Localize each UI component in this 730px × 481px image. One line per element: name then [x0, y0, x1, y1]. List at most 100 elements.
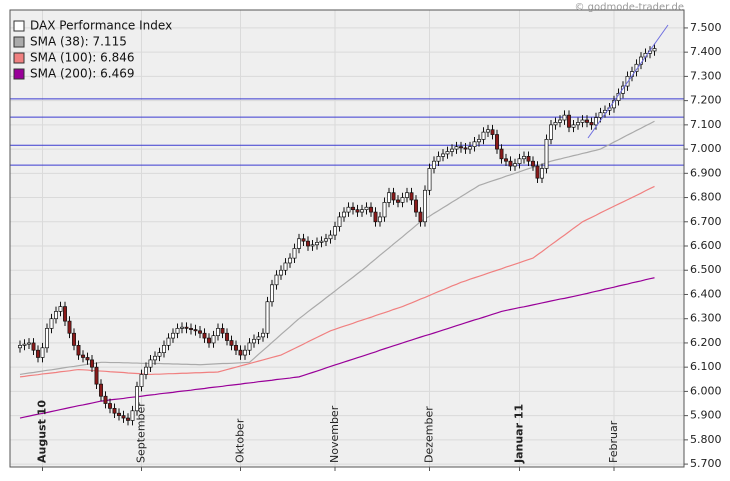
y-tick-label: 7.400 [690, 45, 722, 58]
y-tick-label: 6.900 [690, 166, 722, 179]
legend-label: DAX Performance Index [30, 19, 172, 33]
candle-body [391, 192, 396, 201]
candle-body [463, 147, 468, 150]
legend-swatch [13, 36, 25, 48]
candle-body [522, 156, 526, 160]
candle-body [76, 345, 81, 356]
candle-body [112, 408, 117, 414]
x-tick-label: Dezember [423, 406, 436, 463]
candle-body [171, 332, 175, 339]
candle-body [333, 226, 337, 236]
candle-body [54, 311, 58, 320]
candle-body [148, 359, 153, 368]
candle-body [301, 238, 306, 242]
y-tick-label: 6.000 [690, 384, 722, 397]
candle-body [279, 269, 283, 276]
y-tick-label: 6.200 [690, 336, 722, 349]
candle-body [495, 134, 499, 150]
y-tick-label: 6.500 [690, 263, 722, 276]
candle-body [580, 119, 585, 123]
candle-body [400, 197, 405, 203]
candle-body [193, 329, 198, 332]
legend: DAX Performance Index SMA (38): 7.115 SMA … [13, 19, 172, 81]
candle-body [477, 139, 481, 143]
candle-body [360, 209, 364, 213]
sma-line [19, 185, 655, 378]
legend-swatch [13, 68, 25, 80]
candle-body [139, 374, 144, 387]
candle-body [342, 211, 346, 218]
candle-body [621, 85, 625, 94]
legend-label: SMA (38): 7.115 [30, 35, 127, 49]
candle-body [265, 301, 270, 334]
y-tick-label: 5.800 [690, 433, 722, 446]
candle-body [270, 284, 274, 303]
candle-body [454, 146, 459, 150]
legend-swatch [13, 20, 25, 32]
y-tick-label: 6.800 [690, 191, 722, 204]
candle-body [526, 156, 531, 162]
y-tick-label: 7.100 [690, 118, 722, 131]
legend-label: SMA (100): 6.846 [30, 51, 134, 65]
candle-body [625, 76, 630, 87]
candle-body [652, 48, 657, 52]
candle-body [72, 332, 76, 346]
y-tick-label: 7.000 [690, 142, 722, 155]
candle-body [423, 189, 427, 223]
candle-body [45, 328, 49, 349]
candle-body [576, 122, 580, 126]
candle-body [256, 336, 261, 340]
candle-body [297, 238, 301, 249]
candle-body [414, 199, 418, 213]
candle-body [562, 114, 567, 121]
candle-body [531, 160, 535, 167]
candle-body [436, 156, 441, 162]
candle-body [396, 199, 400, 203]
candle-body [216, 328, 220, 337]
candle-body [459, 146, 463, 149]
candle-body [324, 238, 328, 242]
sma-line [19, 120, 655, 376]
candle-body [211, 335, 216, 344]
candle-body [310, 244, 315, 247]
candle-body [409, 192, 414, 201]
candle-body [508, 160, 513, 167]
candle-body [103, 395, 108, 404]
candle-body [468, 146, 472, 150]
candle-body [589, 122, 594, 126]
candle-body [126, 417, 130, 421]
x-tick-label: Januar 11 [513, 404, 526, 464]
candle-body [99, 383, 103, 397]
candle-body [481, 131, 486, 140]
candle-body [427, 168, 432, 191]
candle-body [49, 318, 54, 329]
candle-body [504, 158, 508, 162]
candle-body [184, 326, 189, 329]
candle-body [490, 129, 495, 135]
y-tick-label: 5.700 [690, 457, 722, 470]
candle-body [81, 354, 85, 358]
candle-body [198, 330, 202, 334]
candle-body [369, 206, 373, 213]
y-tick-label: 7.200 [690, 94, 722, 107]
candle-body [40, 347, 45, 358]
candle-body [486, 129, 490, 133]
candle-body [441, 153, 445, 157]
candle-body [229, 340, 234, 346]
candle-body [90, 359, 94, 368]
candle-body [315, 242, 319, 246]
y-tick-label: 6.400 [690, 287, 722, 300]
candle-body [378, 216, 382, 223]
candle-body [450, 148, 454, 152]
candle-body [567, 114, 571, 128]
candle-body [67, 320, 72, 334]
candle-body [418, 211, 423, 223]
candle-body [513, 163, 517, 167]
x-tick-label: August 10 [36, 400, 49, 463]
candle-body [153, 355, 157, 361]
candle-body [22, 343, 27, 346]
x-tick-label: Oktober [234, 418, 247, 463]
candle-body [535, 165, 540, 179]
candle-body [108, 403, 112, 409]
candle-body [445, 151, 450, 155]
